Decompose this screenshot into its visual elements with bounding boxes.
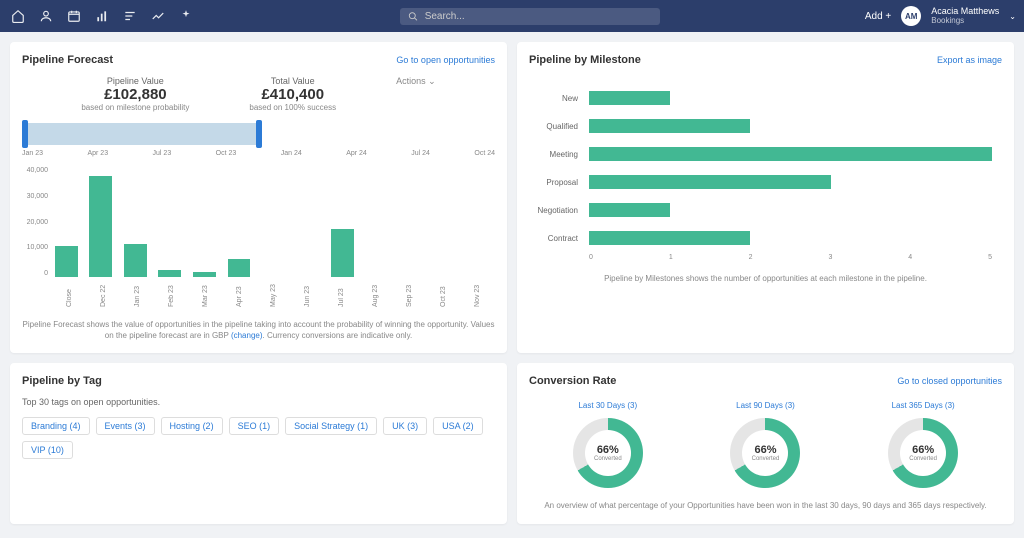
tag[interactable]: SEO (1): [229, 417, 280, 435]
pipeline-value: £102,880: [81, 86, 189, 103]
pipeline-sub: based on milestone probability: [81, 103, 189, 112]
tag[interactable]: Events (3): [96, 417, 155, 435]
tag[interactable]: USA (2): [433, 417, 483, 435]
closed-opportunities-link[interactable]: Go to closed opportunities: [897, 376, 1002, 386]
avatar[interactable]: AM: [901, 6, 921, 26]
donut-chart: 66%Converted: [573, 418, 643, 488]
conversion-card: Conversion Rate Go to closed opportuniti…: [517, 363, 1014, 523]
conversion-caption: An overview of what percentage of your O…: [529, 500, 1002, 511]
tag[interactable]: Branding (4): [22, 417, 90, 435]
open-opportunities-link[interactable]: Go to open opportunities: [396, 55, 495, 65]
tags-subtitle: Top 30 tags on open opportunities.: [22, 397, 495, 407]
bar-col: [259, 167, 288, 277]
tag[interactable]: Hosting (2): [161, 417, 223, 435]
hbar-row: Qualified: [589, 114, 992, 138]
milestone-card: Pipeline by Milestone Export as image Ne…: [517, 42, 1014, 353]
search-input[interactable]: [425, 11, 653, 22]
conversion-period: Last 90 Days (3)66%Converted: [730, 401, 800, 488]
bar-col: [432, 167, 461, 277]
home-icon[interactable]: [8, 6, 28, 26]
conversion-period: Last 365 Days (3)66%Converted: [888, 401, 958, 488]
user-menu[interactable]: Acacia Matthews Bookings: [931, 7, 999, 26]
bar-col: [121, 167, 150, 277]
change-currency-link[interactable]: (change): [231, 331, 263, 340]
card-title: Pipeline Forecast: [22, 54, 113, 66]
total-value: £410,400: [249, 86, 336, 103]
tags-card: Pipeline by Tag Top 30 tags on open oppo…: [10, 363, 507, 523]
card-title: Pipeline by Milestone: [529, 54, 641, 66]
bar-col: [466, 167, 495, 277]
pipeline-forecast-card: Pipeline Forecast Go to open opportuniti…: [10, 42, 507, 353]
bar-col: [294, 167, 323, 277]
tag[interactable]: VIP (10): [22, 441, 73, 459]
actions-menu[interactable]: Actions ⌄: [396, 76, 436, 87]
bar-col: [397, 167, 426, 277]
bar-col: [156, 167, 185, 277]
forecast-bar-chart: 40,00030,00020,00010,0000: [22, 167, 495, 277]
hbar-row: Proposal: [589, 170, 992, 194]
hbar-row: Meeting: [589, 142, 992, 166]
add-button[interactable]: Add +: [865, 11, 891, 22]
bar-col: [190, 167, 219, 277]
pipeline-value-label: Pipeline Value: [81, 76, 189, 86]
sparkle-icon[interactable]: [176, 6, 196, 26]
export-image-link[interactable]: Export as image: [937, 55, 1002, 65]
calendar-icon[interactable]: [64, 6, 84, 26]
total-sub: based on 100% success: [249, 103, 336, 112]
hbar-row: Contract: [589, 226, 992, 250]
date-range-slider[interactable]: [22, 120, 495, 148]
bar-col: [363, 167, 392, 277]
donut-chart: 66%Converted: [730, 418, 800, 488]
bar-col: [225, 167, 254, 277]
tag[interactable]: Social Strategy (1): [285, 417, 377, 435]
tag[interactable]: UK (3): [383, 417, 427, 435]
search-box[interactable]: [400, 8, 660, 25]
list-icon[interactable]: [120, 6, 140, 26]
chart-icon[interactable]: [92, 6, 112, 26]
donut-chart: 66%Converted: [888, 418, 958, 488]
bar-col: [52, 167, 81, 277]
milestone-bar-chart: New Qualified Meeting Proposal Negotiation Co…: [529, 76, 1002, 250]
bar-col: [328, 167, 357, 277]
total-value-label: Total Value: [249, 76, 336, 86]
card-title: Pipeline by Tag: [22, 375, 102, 387]
milestone-caption: Pipeline by Milestones shows the number …: [529, 273, 1002, 284]
hbar-row: Negotiation: [589, 198, 992, 222]
search-icon: [408, 11, 418, 22]
conversion-period: Last 30 Days (3)66%Converted: [573, 401, 643, 488]
hbar-row: New: [589, 86, 992, 110]
person-icon[interactable]: [36, 6, 56, 26]
user-sub: Bookings: [931, 17, 999, 26]
trend-icon[interactable]: [148, 6, 168, 26]
card-title: Conversion Rate: [529, 375, 616, 387]
bar-col: [87, 167, 116, 277]
